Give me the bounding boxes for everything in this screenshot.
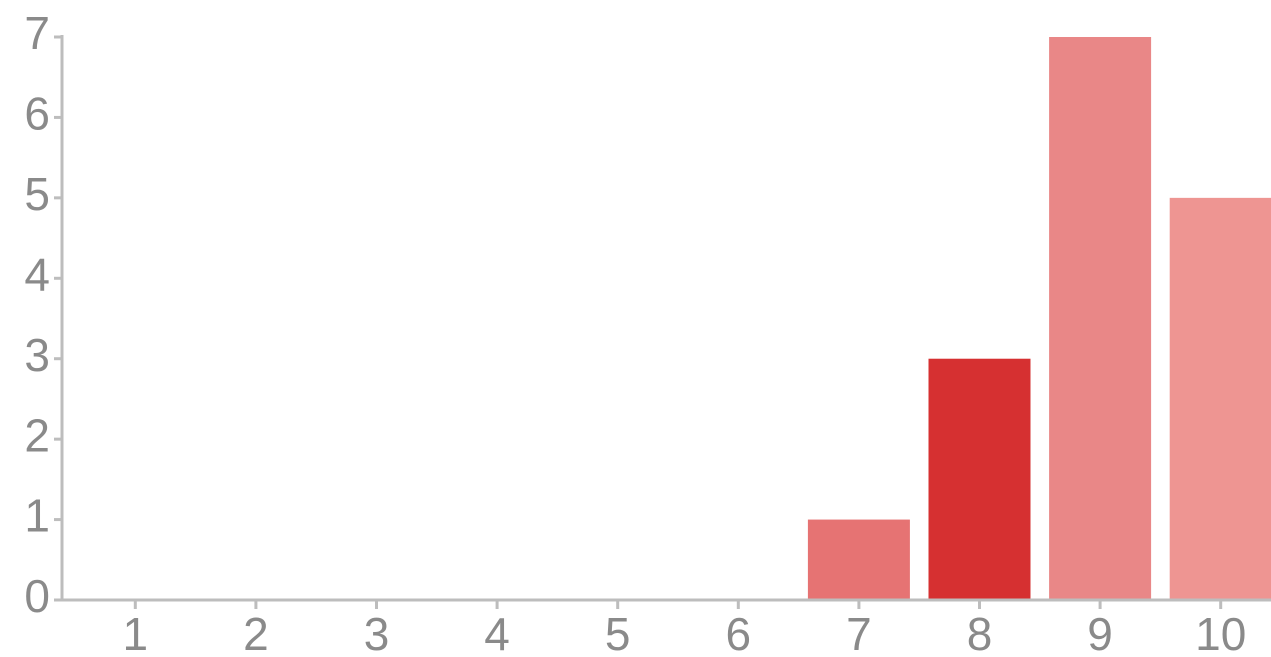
y-tick-label: 6: [24, 88, 50, 140]
x-tick-label: 4: [484, 608, 510, 657]
y-tick-label: 0: [24, 570, 50, 622]
bar-8[interactable]: [928, 358, 1031, 599]
x-axis: 1 2 3 4 5 6 7 8 9 10: [62, 598, 1271, 657]
y-tick-label: 1: [24, 490, 50, 542]
bar-7[interactable]: [807, 519, 910, 599]
x-tick-label: 1: [123, 608, 149, 657]
x-tick-label: 10: [1195, 608, 1246, 657]
y-tick-label: 5: [24, 168, 50, 220]
y-axis: 0 1 2 3 4 5 6 7: [24, 7, 64, 622]
x-tick-label: 8: [967, 608, 993, 657]
x-tick-label: 2: [243, 608, 269, 657]
y-tick-label: 7: [24, 7, 50, 59]
y-tick-label: 3: [24, 329, 50, 381]
bar-10[interactable]: [1169, 197, 1271, 599]
bars: [807, 37, 1271, 599]
bar-9[interactable]: [1049, 37, 1152, 599]
y-tick-label: 4: [24, 248, 50, 300]
y-tick-label: 2: [24, 409, 50, 461]
x-tick-label: 5: [605, 608, 631, 657]
x-tick-label: 3: [364, 608, 390, 657]
x-tick-label: 9: [1087, 608, 1113, 657]
x-tick-label: 6: [726, 608, 752, 657]
x-tick-label: 7: [846, 608, 872, 657]
